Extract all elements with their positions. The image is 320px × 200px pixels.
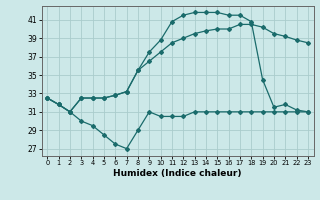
X-axis label: Humidex (Indice chaleur): Humidex (Indice chaleur) (113, 169, 242, 178)
